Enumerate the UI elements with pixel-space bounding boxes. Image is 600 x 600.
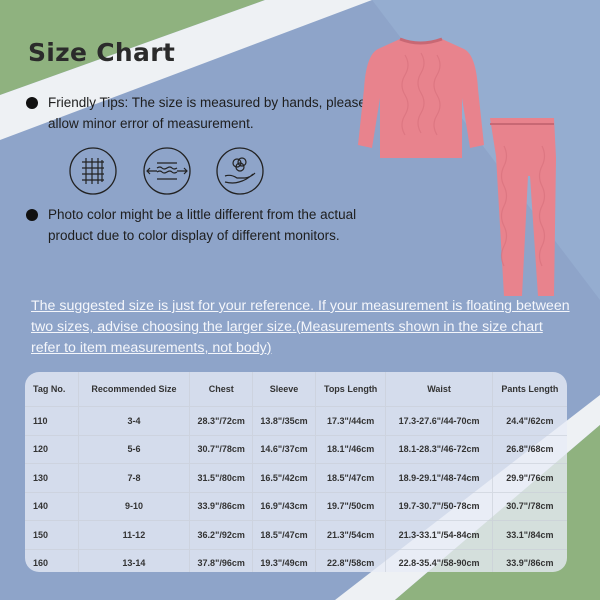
table-cell: 16.9"/43cm xyxy=(252,491,316,521)
bullet-icon xyxy=(26,97,38,109)
col-sleeve: Sleeve xyxy=(252,372,316,407)
table-cell: 120 xyxy=(25,434,79,464)
table-row: 120 5-6 30.7"/78cm 14.6"/37cm 18.1"/46cm 18.1… xyxy=(25,434,567,464)
table-cell: 9-10 xyxy=(77,491,190,521)
col-recommended-size: Recommended Size xyxy=(77,372,190,407)
table-cell: 140 xyxy=(25,491,79,521)
table-row: 110 3-4 28.3"/72cm 13.8"/35cm 17.3"/44cm 17.3… xyxy=(25,406,567,435)
table-cell: 18.5"/47cm xyxy=(252,520,316,549)
table-row: 140 9-10 33.9"/86cm 16.9"/43cm 19.7"/50cm 19.… xyxy=(25,491,567,521)
fabric-grid-icon xyxy=(69,147,117,195)
product-image-pants xyxy=(490,118,556,296)
table-cell: 150 xyxy=(25,520,79,549)
table-cell: 37.8"/96cm xyxy=(189,548,253,572)
table-cell: 19.3"/49cm xyxy=(252,548,316,572)
table-cell: 13.8"/35cm xyxy=(252,406,316,435)
table-cell: 33.9"/86cm xyxy=(491,548,567,572)
table-cell: 18.5"/47cm xyxy=(314,463,386,492)
table-cell: 21.3"/54cm xyxy=(314,520,386,549)
table-row: 160 13-14 37.8"/96cm 19.3"/49cm 22.8"/58cm 22… xyxy=(25,548,567,572)
table-cell: 3-4 xyxy=(77,406,190,435)
table-cell: 14.6"/37cm xyxy=(252,434,316,464)
table-cell: 30.7"/78cm xyxy=(491,491,567,521)
table-cell: 7-8 xyxy=(77,463,190,492)
table-cell: 33.1"/84cm xyxy=(491,520,567,549)
table-cell: 160 xyxy=(25,548,79,572)
table-cell: 16.5"/42cm xyxy=(252,463,316,492)
table-cell: 11-12 xyxy=(77,520,190,549)
table-cell: 17.3-27.6"/44-70cm xyxy=(385,406,493,435)
table-cell: 21.3-33.1"/54-84cm xyxy=(385,520,493,549)
size-table: Tag No. Recommended Size Chest Sleeve To… xyxy=(25,372,567,572)
col-waist: Waist xyxy=(385,372,493,407)
col-pants-length: Pants Length xyxy=(491,372,567,407)
table-cell: 19.7-30.7"/50-78cm xyxy=(385,491,493,521)
table-cell: 18.1-28.3"/46-72cm xyxy=(385,434,493,464)
table-cell: 30.7"/78cm xyxy=(189,434,253,464)
cotton-hand-icon xyxy=(216,147,264,195)
table-cell: 31.5"/80cm xyxy=(189,463,253,492)
table-cell: 19.7"/50cm xyxy=(314,491,386,521)
col-chest: Chest xyxy=(189,372,253,407)
col-tops-length: Tops Length xyxy=(314,372,386,407)
table-header-row: Tag No. Recommended Size Chest Sleeve To… xyxy=(25,372,567,407)
table-cell: 130 xyxy=(25,463,79,492)
table-cell: 28.3"/72cm xyxy=(189,406,253,435)
table-cell: 17.3"/44cm xyxy=(314,406,386,435)
table-cell: 24.4"/62cm xyxy=(491,406,567,435)
table-row: 150 11-12 36.2"/92cm 18.5"/47cm 21.3"/54cm 21… xyxy=(25,520,567,549)
table-cell: 22.8"/58cm xyxy=(314,548,386,572)
table-row: 130 7-8 31.5"/80cm 16.5"/42cm 18.5"/47cm 18.9… xyxy=(25,463,567,492)
size-advice-note: The suggested size is just for your refe… xyxy=(31,298,570,356)
table-cell: 5-6 xyxy=(77,434,190,464)
table-cell: 26.8"/68cm xyxy=(491,434,567,464)
table-cell: 18.1"/46cm xyxy=(314,434,386,464)
table-cell: 18.9-29.1"/48-74cm xyxy=(385,463,493,492)
table-cell: 29.9"/76cm xyxy=(491,463,567,492)
table-cell: 33.9"/86cm xyxy=(189,491,253,521)
table-cell: 22.8-35.4"/58-90cm xyxy=(385,548,493,572)
table-cell: 13-14 xyxy=(77,548,190,572)
bullet-icon xyxy=(26,209,38,221)
tip-photo-color: Photo color might be a little different … xyxy=(26,204,366,246)
table-cell: 36.2"/92cm xyxy=(189,520,253,549)
table-cell: 110 xyxy=(25,406,79,435)
stretch-icon xyxy=(143,147,191,195)
product-image-sweater xyxy=(358,37,484,158)
col-tag-no: Tag No. xyxy=(33,384,66,394)
tip-measurement: Friendly Tips: The size is measured by h… xyxy=(26,92,366,134)
page-title: Size Chart xyxy=(28,38,176,67)
